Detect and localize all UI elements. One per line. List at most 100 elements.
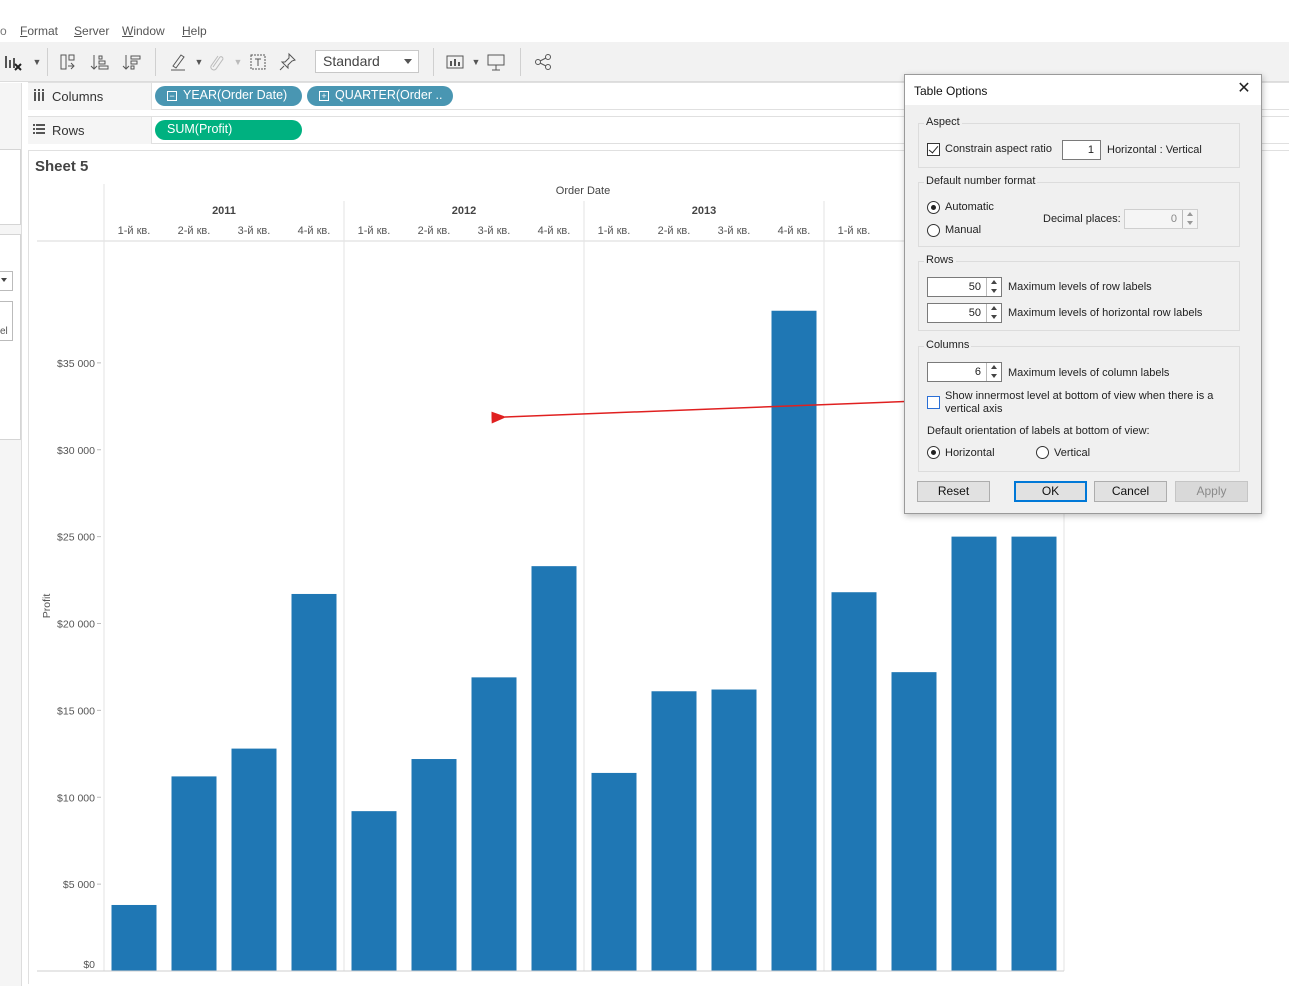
bar-2011-q3 xyxy=(231,748,277,971)
show-innermost-label-cont: vertical axis xyxy=(945,403,1003,415)
year-header-2013: 2013 xyxy=(692,205,716,217)
quarter-header: 1-й кв. xyxy=(838,225,871,237)
pin-icon[interactable] xyxy=(278,52,298,72)
quarter-header: 2-й кв. xyxy=(178,225,211,237)
group-icon[interactable] xyxy=(206,52,226,72)
sort-ascending-icon[interactable] xyxy=(90,52,110,72)
horizontal-label: Horizontal xyxy=(945,447,995,459)
stepper-arrows-icon[interactable] xyxy=(1182,210,1197,228)
pill-year-order-date[interactable]: − YEAR(Order Date) xyxy=(155,86,302,106)
menu-item-help[interactable]: Help xyxy=(182,24,207,38)
quarter-header: 1-й кв. xyxy=(118,225,151,237)
close-icon[interactable]: ✕ xyxy=(1237,80,1251,97)
sheet-view: Sheet 5 Order Date 2011 1-й кв. 2-й кв. 3-й … xyxy=(28,150,1289,984)
share-icon[interactable] xyxy=(533,52,553,72)
columns-group: Columns 6 Maximum levels of column label… xyxy=(918,339,1240,472)
dialog-body: Aspect Constrain aspect ratio 1 Horizont… xyxy=(905,105,1261,513)
quarter-header: 2-й кв. xyxy=(418,225,451,237)
max-hrow-levels-value: 50 xyxy=(968,307,981,319)
presentation-icon[interactable] xyxy=(486,52,506,72)
menu-item-server[interactable]: Server xyxy=(74,24,110,38)
aspect-ratio-label: Horizontal : Vertical xyxy=(1107,144,1202,156)
chevron-down-icon xyxy=(1,278,7,282)
y-tick-label: $30 000 xyxy=(57,445,95,457)
menu-item-format[interactable]: Format xyxy=(20,24,59,38)
quarter-header: 3-й кв. xyxy=(478,225,511,237)
bar-2011-q4 xyxy=(291,593,337,971)
stepper-arrows-icon[interactable] xyxy=(986,363,1001,381)
quarter-header: 4-й кв. xyxy=(538,225,571,237)
y-tick-label: $25 000 xyxy=(57,532,95,544)
highlight-icon[interactable] xyxy=(168,52,188,72)
decimal-places-stepper[interactable]: 0 xyxy=(1124,209,1198,229)
left-pane-card: el xyxy=(0,234,21,440)
automatic-label: Automatic xyxy=(945,201,994,213)
aspect-group-title: Aspect xyxy=(924,116,962,128)
table-options-dialog: Table Options ✕ Aspect Constrain aspect … xyxy=(904,74,1262,514)
max-col-levels-value: 6 xyxy=(974,366,981,378)
y-tick-label: $35 000 xyxy=(57,358,95,370)
rows-label-text: Rows xyxy=(52,123,85,138)
year-header-2011: 2011 xyxy=(212,205,236,217)
max-col-levels-label: Maximum levels of column labels xyxy=(1008,367,1170,379)
sheet-title[interactable]: Sheet 5 xyxy=(35,158,89,175)
reset-button[interactable]: Reset xyxy=(917,481,990,502)
bar-2013-q3 xyxy=(711,689,757,971)
stepper-arrows-icon[interactable] xyxy=(986,304,1001,322)
quarter-header: 2-й кв. xyxy=(658,225,691,237)
fit-select[interactable]: Standard xyxy=(315,50,419,73)
quarter-header: 3-й кв. xyxy=(718,225,751,237)
left-pane-dropdown[interactable] xyxy=(0,271,13,291)
max-hrow-levels-stepper[interactable]: 50 xyxy=(927,303,1002,323)
horizontal-radio[interactable] xyxy=(927,446,940,459)
apply-button[interactable]: Apply xyxy=(1175,481,1248,502)
ok-button[interactable]: OK xyxy=(1014,481,1087,502)
sort-descending-icon[interactable] xyxy=(122,52,142,72)
aspect-ratio-input[interactable]: 1 xyxy=(1062,140,1101,160)
show-innermost-checkbox[interactable] xyxy=(927,396,940,409)
automatic-radio[interactable] xyxy=(927,201,940,214)
bar-2013-q2 xyxy=(651,691,697,971)
stepper-arrows-icon[interactable] xyxy=(986,278,1001,296)
expand-icon[interactable]: + xyxy=(319,91,329,101)
cancel-button[interactable]: Cancel xyxy=(1094,481,1167,502)
quarter-header: 3-й кв. xyxy=(238,225,271,237)
pill-quarter-order-date[interactable]: + QUARTER(Order .. xyxy=(307,86,453,106)
columns-shelf-label: Columns xyxy=(28,83,152,110)
annotation-arrow-line xyxy=(491,395,920,424)
show-me-icon[interactable] xyxy=(445,52,465,72)
max-row-levels-stepper[interactable]: 50 xyxy=(927,277,1002,297)
dropdown-arrow-icon[interactable]: ▼ xyxy=(233,57,243,67)
max-col-levels-stepper[interactable]: 6 xyxy=(927,362,1002,382)
aspect-group: Aspect Constrain aspect ratio 1 Horizont… xyxy=(918,116,1240,168)
bar-next-q3 xyxy=(951,536,997,971)
pill-sum-profit[interactable]: SUM(Profit) xyxy=(155,120,302,140)
left-pane-box xyxy=(0,149,21,225)
vertical-radio[interactable] xyxy=(1036,446,1049,459)
orientation-label: Default orientation of labels at bottom … xyxy=(927,425,1150,437)
fit-select-value: Standard xyxy=(323,53,380,69)
left-pane-field[interactable]: el xyxy=(0,301,13,341)
number-format-group-title: Default number format xyxy=(924,175,1038,187)
swap-icon[interactable] xyxy=(58,52,78,72)
rows-group-title: Rows xyxy=(924,254,956,266)
label-icon[interactable] xyxy=(248,52,268,72)
manual-radio[interactable] xyxy=(927,224,940,237)
dropdown-arrow-icon[interactable]: ▼ xyxy=(194,57,204,67)
menu-item-partial[interactable]: o xyxy=(0,24,7,38)
constrain-aspect-checkbox[interactable] xyxy=(927,143,940,156)
decimal-places-value: 0 xyxy=(1170,213,1177,225)
chart-header-label: Order Date xyxy=(556,185,610,197)
collapse-icon[interactable]: − xyxy=(167,91,177,101)
clear-sheet-icon[interactable] xyxy=(3,52,23,72)
bar-next-q4 xyxy=(1011,536,1057,971)
menu-bar: o Format Server Window Help xyxy=(0,20,1289,42)
columns-icon xyxy=(33,89,45,104)
dropdown-arrow-icon[interactable]: ▼ xyxy=(471,57,481,67)
manual-label: Manual xyxy=(945,224,982,236)
menu-item-window[interactable]: Window xyxy=(122,24,165,38)
year-header-2012: 2012 xyxy=(452,205,476,217)
number-format-group: Default number format Automatic Manual D… xyxy=(918,175,1240,247)
dropdown-arrow-icon[interactable]: ▼ xyxy=(32,57,42,67)
